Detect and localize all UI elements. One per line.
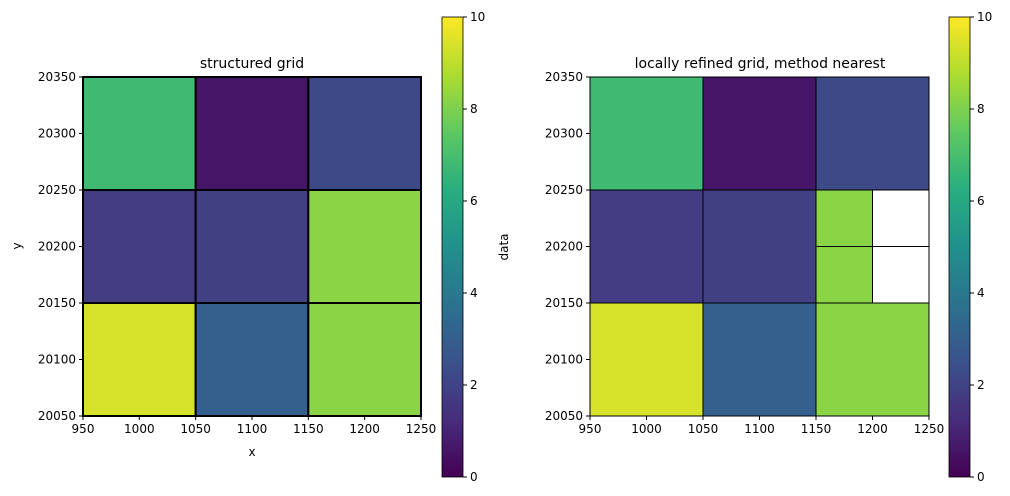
cells-layer [589,76,930,417]
y-tick-label: 20050 [545,409,583,423]
grid-cell [815,302,930,417]
y-tick-label: 20100 [545,353,583,367]
colorbar-tick-label: 4 [977,286,985,300]
x-tick-label: 1150 [801,422,832,436]
panel-locally-refined-grid: locally refined grid, method nearest 950… [545,10,992,484]
y-tick-label: 20300 [545,127,583,141]
plot-title: locally refined grid, method nearest [635,56,886,72]
grid-cell [589,302,704,417]
grid-cell [307,302,423,417]
y-axis: 20050 20100 20150 20200 20250 20300 20350 [545,70,590,423]
x-tick-label: 1150 [293,422,324,436]
colorbar-gradient [948,16,971,478]
colorbar-tick-label: 0 [977,470,985,484]
x-tick-label: 1000 [631,422,662,436]
y-tick-label: 20350 [38,70,76,84]
y-tick-label: 20250 [545,183,583,197]
panel-structured-grid: structured grid 950 1000 1050 1100 1150 1200 1… [10,10,511,484]
x-tick-label: 1000 [124,422,155,436]
x-tick-label: 950 [579,422,602,436]
y-tick-label: 20150 [38,296,76,310]
colorbar-tick-label: 8 [470,102,478,116]
x-axis: 950 1000 1050 1100 1150 1200 1250 [579,416,945,436]
y-tick-label: 20050 [38,409,76,423]
grid-cell [307,189,423,304]
y-tick-label: 20250 [38,183,76,197]
grid-cell [589,76,704,191]
y-tick-label: 20150 [545,296,583,310]
grid-cell [307,76,423,191]
grid-cell [702,189,817,304]
x-tick-label: 950 [72,422,95,436]
grid-cell [82,76,197,191]
grid-cell-empty [872,189,930,247]
colorbar-tick-label: 6 [470,194,478,208]
grid-cell [194,302,310,417]
grid-cell [589,189,704,304]
y-tick-label: 20200 [545,240,583,254]
grid-cell [82,189,197,304]
y-tick-label: 20350 [545,70,583,84]
colorbar-tick-label: 4 [470,286,478,300]
x-tick-label: 1050 [180,422,211,436]
x-tick-label: 1250 [914,422,945,436]
grid-cell [82,302,197,417]
grid-cell-empty [872,246,930,304]
x-tick-label: 1200 [349,422,380,436]
grid-cell [815,246,873,304]
x-tick-label: 1050 [688,422,719,436]
grid-cell [815,76,930,191]
grid-cell [815,189,873,247]
x-tick-label: 1250 [406,422,437,436]
y-axis: 20050 20100 20150 20200 20250 20300 20350 [38,70,83,423]
y-axis-label: y [10,242,24,249]
x-tick-label: 1100 [744,422,775,436]
colorbar-tick-label: 10 [977,10,992,24]
grid-cell [702,302,817,417]
grid-cell [194,189,310,304]
colorbar-gradient [441,16,464,478]
colorbar-tick-label: 2 [470,378,478,392]
colorbar-tick-label: 8 [977,102,985,116]
cells-layer [82,76,423,417]
colorbar-tick-label: 2 [977,378,985,392]
y-tick-label: 20100 [38,353,76,367]
colorbar-tick-label: 0 [470,470,478,484]
grid-cell [194,76,310,191]
x-axis: 950 1000 1050 1100 1150 1200 1250 [72,416,437,436]
x-tick-label: 1100 [237,422,268,436]
x-axis-label: x [248,445,255,459]
plot-title: structured grid [200,56,304,72]
y-tick-label: 20300 [38,127,76,141]
colorbar: 0 2 4 6 8 10 [948,10,992,484]
colorbar-tick-label: 10 [470,10,485,24]
grid-cell [702,76,817,191]
colorbar-label: data [497,233,511,260]
colorbar-tick-label: 6 [977,194,985,208]
colorbar-ticks: 0 2 4 6 8 10 [970,10,992,484]
colorbar: 0 2 4 6 8 10 data [441,10,511,484]
x-tick-label: 1200 [857,422,888,436]
y-tick-label: 20200 [38,240,76,254]
colorbar-ticks: 0 2 4 6 8 10 [463,10,485,484]
